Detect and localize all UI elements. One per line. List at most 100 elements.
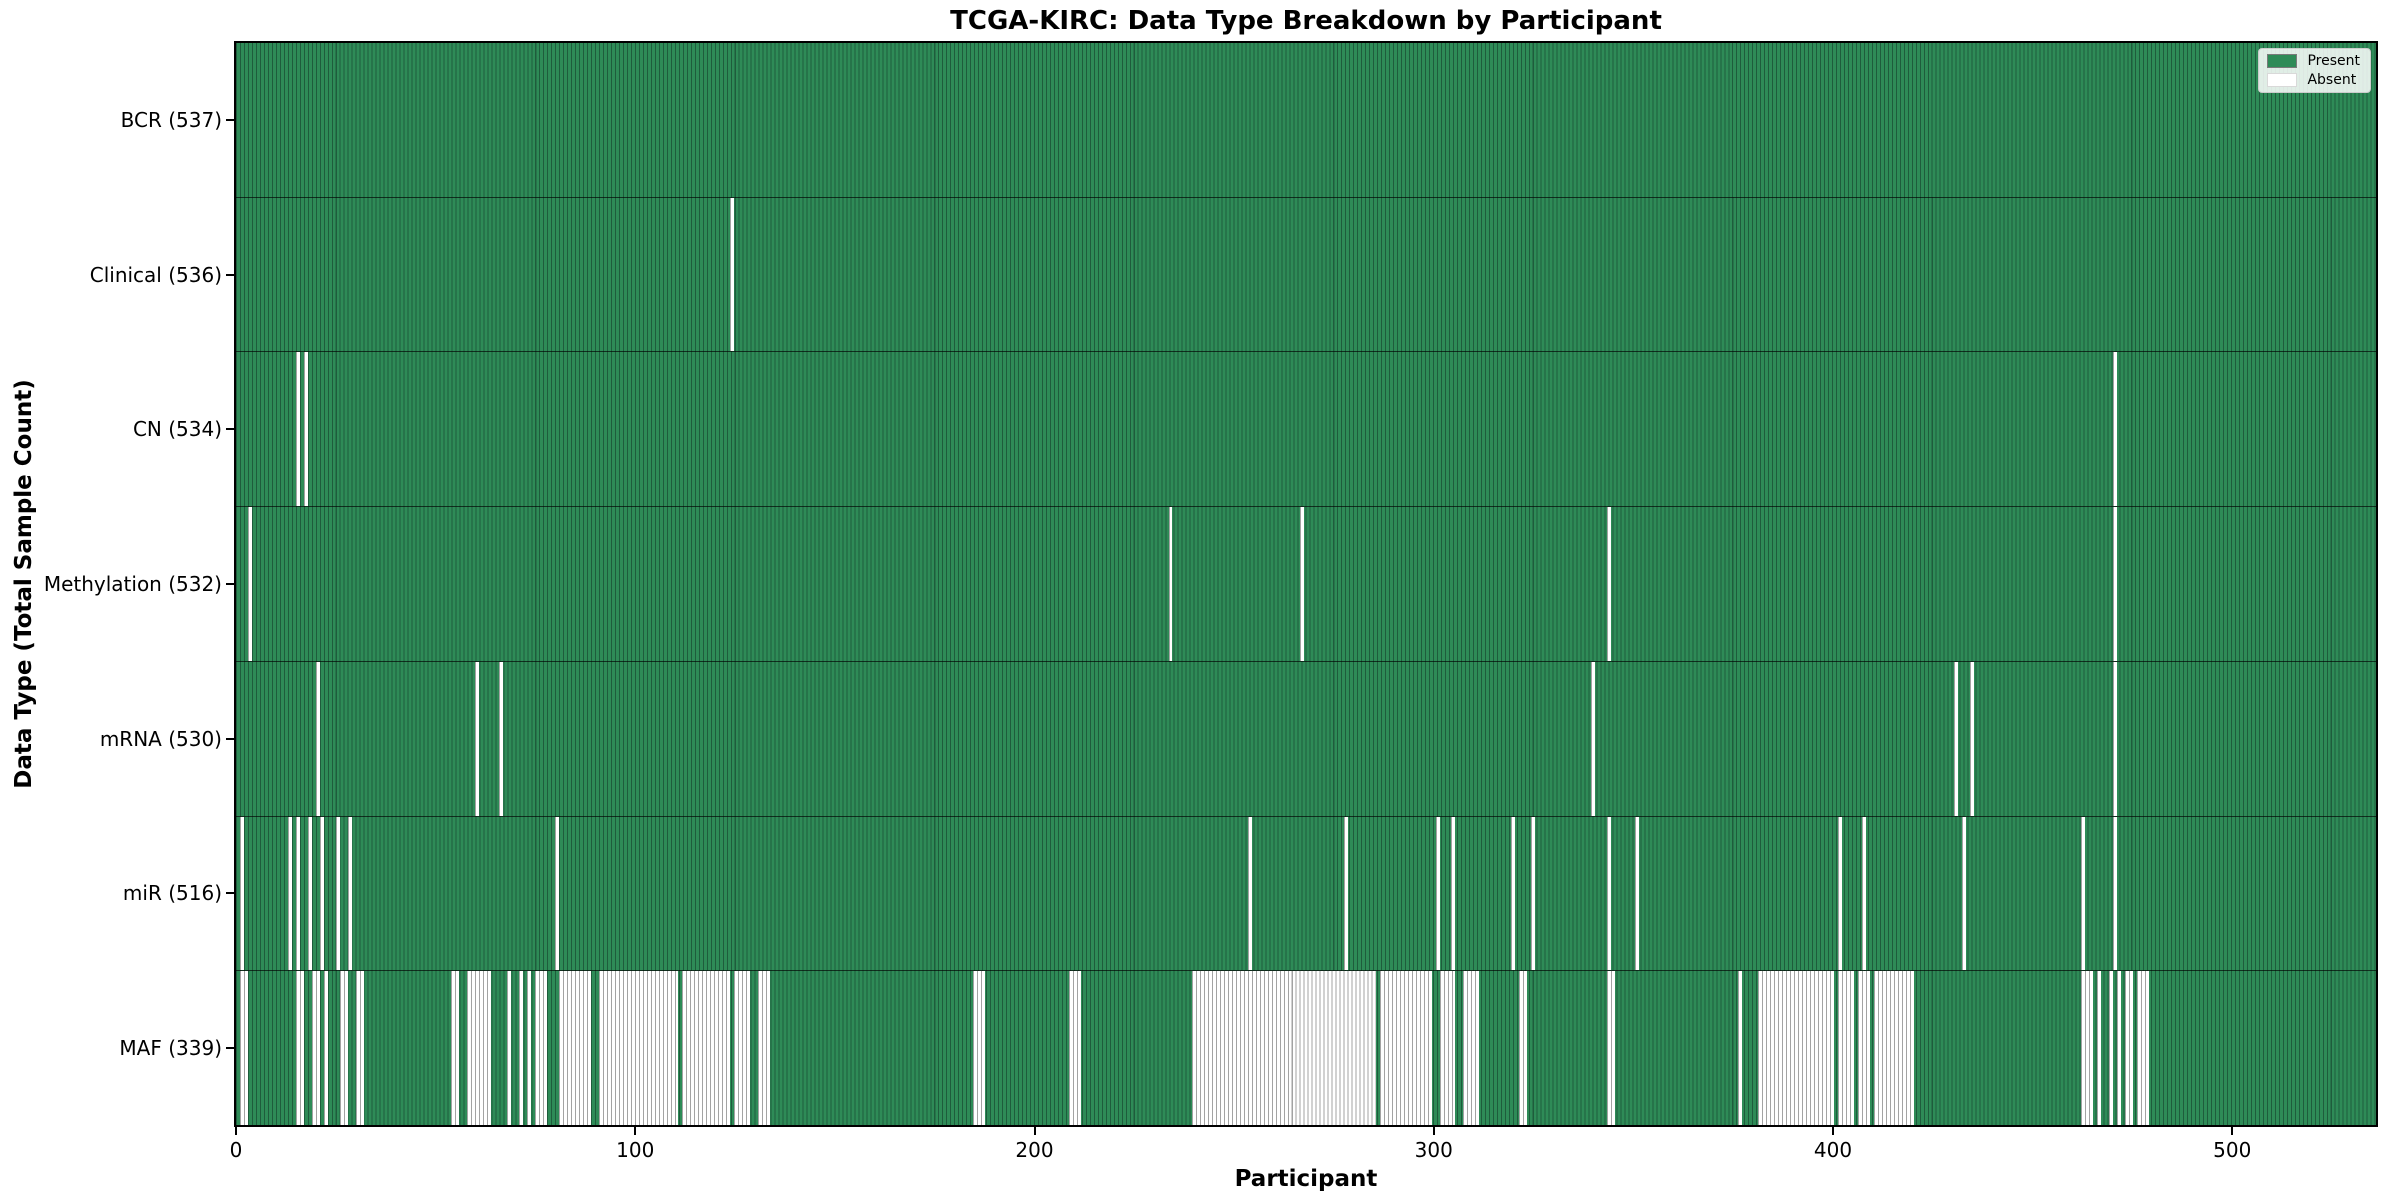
absent-gap xyxy=(295,971,304,1126)
absent-gap xyxy=(319,816,324,971)
absent-gap xyxy=(347,816,352,971)
absent-gap xyxy=(2124,971,2133,1126)
absent-gap xyxy=(2112,661,2117,816)
plot-area: Present Absent xyxy=(234,41,2378,1127)
row-clinical xyxy=(236,196,2376,352)
absent-gap xyxy=(554,816,559,971)
absent-gap xyxy=(1953,661,1958,816)
x-tick-label-300: 300 xyxy=(1414,1138,1453,1162)
y-tick-mark xyxy=(226,119,234,122)
x-axis-label: Participant xyxy=(1234,1166,1378,1192)
legend: Present Absent xyxy=(2258,48,2371,93)
absent-gap xyxy=(1838,971,1854,1126)
x-tick-label-400: 400 xyxy=(1813,1138,1853,1162)
y-tick-label-maf: MAF (339) xyxy=(119,1035,222,1060)
x-tick-label-500: 500 xyxy=(2213,1138,2252,1162)
absent-gap xyxy=(1531,816,1536,971)
absent-gap xyxy=(315,661,320,816)
absent-gap xyxy=(1590,661,1595,816)
absent-gap xyxy=(239,816,244,971)
absent-gap xyxy=(1451,816,1456,971)
absent-gap xyxy=(2108,971,2113,1126)
absent-gap xyxy=(1519,971,1528,1126)
absent-gap xyxy=(2081,971,2094,1126)
x-tick-label-0: 0 xyxy=(229,1138,243,1162)
absent-gap xyxy=(475,661,480,816)
absent-gap xyxy=(1435,816,1440,971)
legend-absent-label: Absent xyxy=(2307,72,2357,88)
absent-gap xyxy=(239,971,248,1126)
absent-gap xyxy=(355,971,364,1126)
y-tick-label-mir: miR (516) xyxy=(122,881,222,906)
absent-gap xyxy=(730,197,735,352)
row-maf xyxy=(236,970,2376,1126)
x-tick-mark xyxy=(634,1127,637,1135)
absent-gap xyxy=(1838,816,1842,971)
y-tick-label-mrna: mRNA (530) xyxy=(99,726,222,751)
absent-gap xyxy=(1343,816,1348,971)
absent-gap xyxy=(1758,971,1834,1126)
absent-gap xyxy=(1168,507,1173,661)
absent-gap xyxy=(534,971,547,1126)
y-tick-label-cn: CN (534) xyxy=(132,417,222,442)
absent-gap xyxy=(1857,971,1870,1126)
absent-gap xyxy=(1606,816,1611,971)
absent-gap xyxy=(287,816,292,971)
absent-gap xyxy=(1738,971,1743,1126)
absent-gap xyxy=(1606,507,1611,661)
chart-title: TCGA-KIRC: Data Type Breakdown by Partic… xyxy=(950,6,1662,36)
legend-absent-swatch xyxy=(2267,73,2298,87)
absent-gap xyxy=(467,971,492,1126)
legend-item-absent: Absent xyxy=(2267,72,2360,88)
y-tick-mark xyxy=(226,428,234,431)
x-tick-mark xyxy=(1033,1127,1036,1135)
absent-gap xyxy=(247,507,252,661)
row-mir xyxy=(236,815,2376,971)
absent-gap xyxy=(506,971,511,1126)
absent-gap xyxy=(295,352,300,507)
x-tick-label-100: 100 xyxy=(616,1138,655,1162)
row-mrna xyxy=(236,660,2376,816)
absent-gap xyxy=(1606,971,1615,1126)
y-tick-mark xyxy=(226,273,234,276)
x-tick-mark xyxy=(234,1127,237,1135)
absent-gap xyxy=(598,971,679,1126)
absent-gap xyxy=(1463,971,1480,1126)
absent-gap xyxy=(295,816,300,971)
x-tick-mark xyxy=(1432,1127,1435,1135)
absent-gap xyxy=(2116,971,2121,1126)
y-tick-mark xyxy=(226,737,234,740)
absent-gap xyxy=(1511,816,1516,971)
legend-item-present: Present xyxy=(2267,53,2360,69)
absent-gap xyxy=(2112,507,2117,661)
y-tick-mark xyxy=(226,1046,234,1049)
absent-gap xyxy=(335,816,340,971)
absent-gap xyxy=(2112,816,2117,971)
absent-gap xyxy=(1300,507,1304,661)
absent-gap xyxy=(734,971,751,1126)
absent-gap xyxy=(311,971,320,1126)
absent-gap xyxy=(2112,352,2117,507)
y-tick-label-methylation: Methylation (532) xyxy=(43,572,222,596)
y-tick-label-bcr: BCR (537) xyxy=(120,108,222,133)
absent-gap xyxy=(451,971,460,1126)
absent-gap xyxy=(1068,971,1081,1126)
absent-gap xyxy=(1379,971,1432,1126)
absent-gap xyxy=(323,971,328,1126)
absent-gap xyxy=(307,816,312,971)
row-cn xyxy=(236,351,2376,507)
absent-gap xyxy=(303,352,308,507)
absent-gap xyxy=(1439,971,1456,1126)
y-tick-label-clinical: Clinical (536) xyxy=(89,262,222,287)
absent-gap xyxy=(1873,971,1914,1126)
row-bcr xyxy=(236,43,2376,197)
absent-gap xyxy=(1961,816,1966,971)
absent-gap xyxy=(1861,816,1866,971)
legend-present-swatch xyxy=(2267,54,2298,68)
x-tick-mark xyxy=(1832,1127,1835,1135)
absent-gap xyxy=(758,971,770,1126)
y-tick-mark xyxy=(226,892,234,895)
absent-gap xyxy=(518,971,523,1126)
y-tick-mark xyxy=(226,583,234,585)
